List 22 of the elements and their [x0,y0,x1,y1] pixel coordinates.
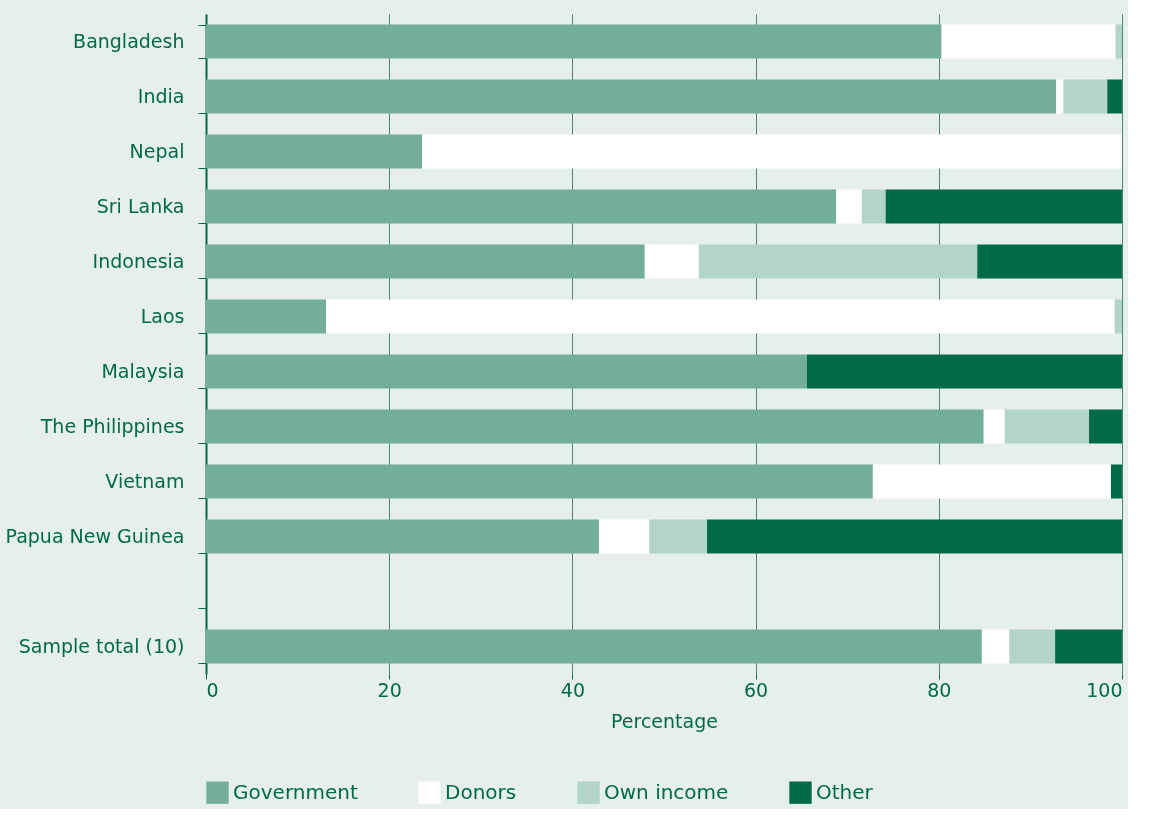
legend-label: Own income [604,779,729,804]
x-axis-title: Percentage [611,709,718,732]
x-tick-label: 100 [1086,678,1123,701]
x-tick-label: 80 [927,678,952,701]
y-tick-label: Indonesia [92,250,185,272]
x-tick-label: 20 [377,678,402,701]
y-tick-label: India [137,85,185,107]
y-tick-label: Nepal [129,140,185,162]
legend-label: Other [816,779,874,804]
x-tick-label: 40 [560,678,585,701]
legend-label: Government [233,779,358,804]
x-tick-label: 0 [206,678,219,701]
legend-label: Donors [445,779,517,804]
y-tick-label: Sample total (10) [18,635,185,657]
y-tick-label: Sri Lanka [96,195,185,217]
y-tick-label: Laos [140,305,185,327]
x-tick-label: 60 [744,678,769,701]
y-tick-label: Papua New Guinea [5,525,185,547]
y-tick-label: Malaysia [101,360,185,382]
y-tick-label: The Philippines [39,415,185,437]
y-tick-label: Bangladesh [73,30,185,52]
y-tick-label: Vietnam [105,470,185,492]
